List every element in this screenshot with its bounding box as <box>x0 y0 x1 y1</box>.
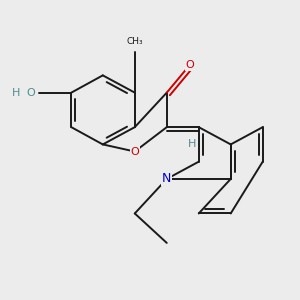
Text: O: O <box>185 60 194 70</box>
Text: O: O <box>130 146 139 157</box>
Text: O: O <box>26 88 35 98</box>
Text: H: H <box>12 88 20 98</box>
Text: CH₃: CH₃ <box>127 37 143 46</box>
Text: H: H <box>188 139 196 149</box>
Text: N: N <box>162 172 171 185</box>
